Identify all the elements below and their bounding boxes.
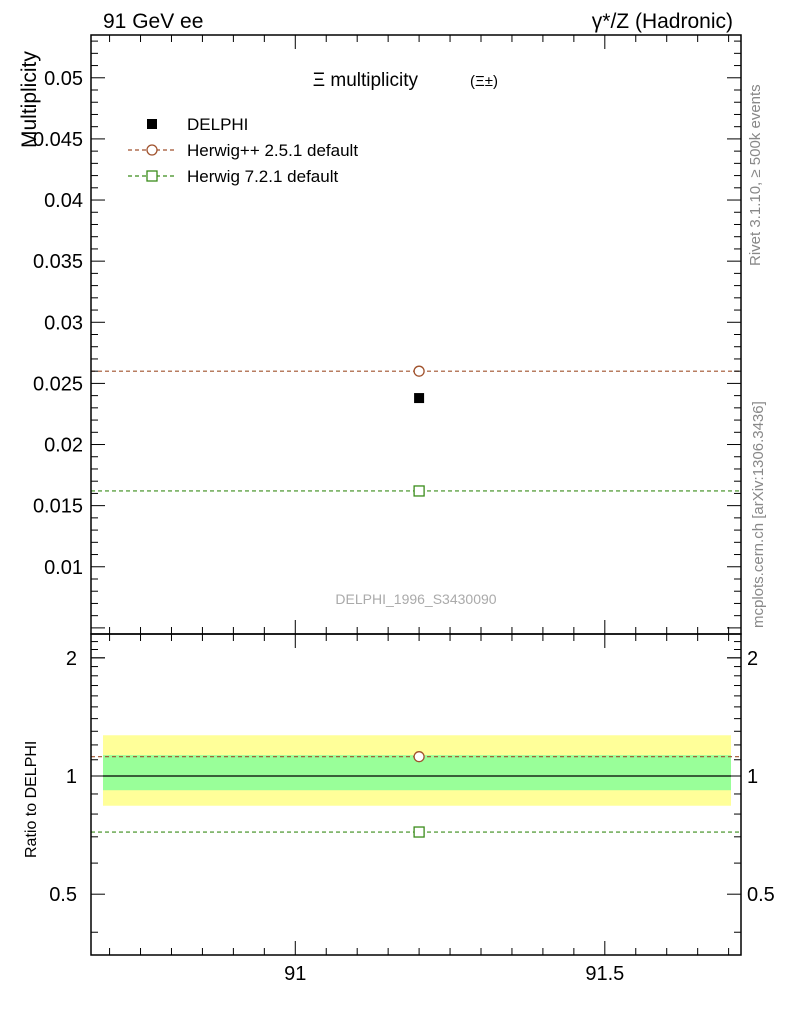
- plot-title: Ξ multiplicity: [313, 70, 419, 91]
- main-ytick-label: 0.045: [33, 129, 83, 151]
- main-data-point-2: [413, 485, 425, 497]
- legend-entry-herwig7: Herwig 7.2.1 default: [128, 167, 338, 186]
- ratio-ytick-label-right: 1: [747, 766, 758, 788]
- energy-label: 91 GeV ee: [103, 10, 203, 33]
- analysis-watermark: DELPHI_1996_S3430090: [335, 591, 496, 607]
- main-ytick-label: 0.025: [33, 373, 83, 395]
- legend-label-herwig7: Herwig 7.2.1 default: [187, 167, 338, 186]
- ratio-ytick-label: 2: [66, 648, 77, 670]
- main-ytick-label: 0.05: [44, 68, 83, 90]
- x-tick-label: 91: [284, 963, 306, 985]
- legend-marker-herwig7: [146, 170, 158, 182]
- legend-label-herwigpp: Herwig++ 2.5.1 default: [187, 141, 358, 160]
- main-data-point-1: [413, 365, 425, 377]
- ratio-ytick-label: 1: [66, 766, 77, 788]
- legend-entry-herwigpp: Herwig++ 2.5.1 default: [128, 141, 358, 160]
- main-ytick-label: 0.035: [33, 251, 83, 273]
- legend-label-delphi: DELPHI: [187, 115, 248, 134]
- legend-marker-delphi: [147, 119, 157, 129]
- legend-entry-delphi: DELPHI: [147, 115, 248, 134]
- ratio-series: [91, 751, 741, 838]
- x-tick-label: 91.5: [585, 963, 624, 985]
- main-ytick-label: 0.03: [44, 312, 83, 334]
- plot-title-suffix: (Ξ±): [470, 73, 498, 90]
- ratio-panel: [103, 735, 731, 806]
- ratio-ytick-label-right: 0.5: [747, 884, 775, 906]
- process-label: γ*/Z (Hadronic): [592, 10, 733, 33]
- mcplots-label: mcplots.cern.ch [arXiv:1306.3436]: [750, 401, 767, 628]
- main-axes: 0.01 0.015 0.02 0.025 0.03 0.035 0.04 0.045 0.05: [33, 34, 742, 635]
- rivet-label: Rivet 3.1.10, ≥ 500k events: [747, 84, 764, 266]
- main-ylabel: Multiplicity: [18, 51, 41, 148]
- ratio-frame: [90, 633, 742, 956]
- ratio-ytick-label: 0.5: [49, 884, 77, 906]
- main-ytick-label: 0.04: [44, 190, 83, 212]
- ratio-data-point-1: [413, 826, 425, 838]
- ratio-ytick-label-right: 2: [747, 648, 758, 670]
- ratio-axes: 91 91.5 0.5 0.5 1 1 2 2: [49, 633, 775, 985]
- ratio-data-point-0: [413, 751, 425, 763]
- main-ytick-label: 0.015: [33, 496, 83, 518]
- ratio-ylabel: Ratio to DELPHI: [23, 741, 40, 858]
- legend: DELPHI Herwig++ 2.5.1 default Herwig 7.2…: [128, 115, 358, 186]
- main-series: [91, 365, 741, 497]
- main-ytick-label: 0.01: [44, 557, 83, 579]
- main-data-point-0: [414, 393, 425, 404]
- legend-marker-herwigpp: [146, 144, 158, 156]
- main-ytick-label: 0.02: [44, 435, 83, 457]
